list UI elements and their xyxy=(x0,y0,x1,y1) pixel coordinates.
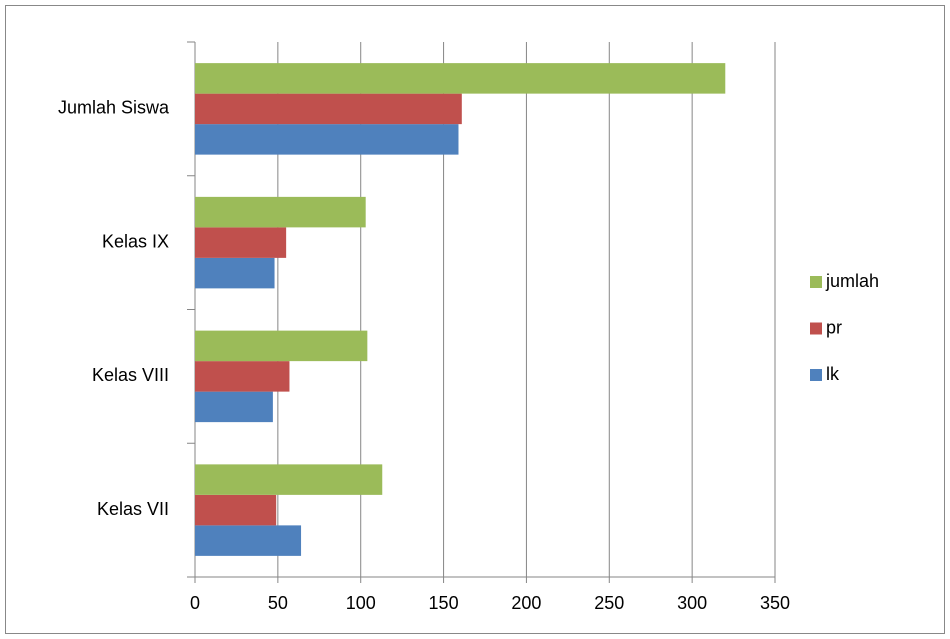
bar xyxy=(195,196,366,228)
x-tick-label: 200 xyxy=(511,593,541,613)
bar xyxy=(195,124,459,155)
x-tick-label: 50 xyxy=(268,593,288,613)
y-tick-label: Jumlah Siswa xyxy=(58,98,170,118)
legend-label: lk xyxy=(826,364,840,384)
x-tick-label: 300 xyxy=(677,593,707,613)
legend-label: pr xyxy=(826,317,842,337)
legend-swatch xyxy=(810,369,822,381)
legend-swatch xyxy=(810,322,822,335)
bar xyxy=(195,63,726,94)
y-tick-label: Kelas IX xyxy=(102,231,169,251)
x-tick-label: 150 xyxy=(429,593,459,613)
x-tick-label: 250 xyxy=(594,593,624,613)
x-tick-label: 100 xyxy=(346,593,376,613)
x-tick-label: 350 xyxy=(760,593,790,613)
y-tick-label: Kelas VIII xyxy=(92,365,169,385)
y-tick-label: Kelas VII xyxy=(97,499,169,519)
bar xyxy=(195,330,368,362)
bar xyxy=(195,257,275,289)
bar xyxy=(195,525,302,556)
bar xyxy=(195,227,287,258)
legend-label: jumlah xyxy=(825,271,879,291)
bar xyxy=(195,464,383,495)
bar xyxy=(195,494,277,526)
bar xyxy=(195,391,273,423)
bar xyxy=(195,361,290,392)
x-tick-label: 0 xyxy=(190,593,200,613)
legend-swatch xyxy=(810,276,822,288)
chart-border xyxy=(5,5,945,634)
bar xyxy=(195,93,462,125)
